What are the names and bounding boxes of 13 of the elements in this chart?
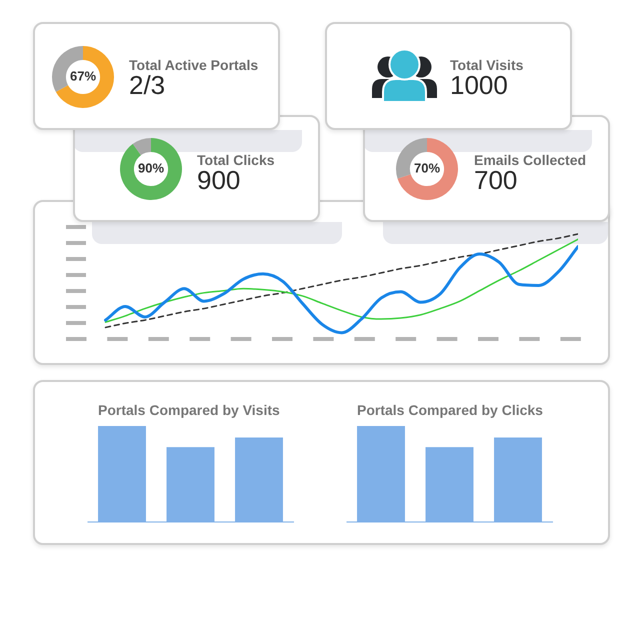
text: Total Clicks bbox=[197, 152, 275, 168]
text: 900 bbox=[197, 165, 240, 195]
text: 700 bbox=[474, 165, 518, 195]
chart-title: Portals Compared by Clicks bbox=[357, 402, 543, 418]
text: Total Active Portals bbox=[129, 57, 258, 73]
data-label: 67% bbox=[70, 68, 96, 84]
chart-title: Portals Compared by Visits bbox=[98, 402, 280, 418]
data-label: 90% bbox=[138, 160, 164, 176]
text: Emails Collected bbox=[474, 152, 586, 168]
text: 1000 bbox=[450, 70, 508, 100]
data-label: 70% bbox=[414, 160, 440, 176]
text: Total Visits bbox=[450, 57, 524, 73]
text: 2/3 bbox=[129, 70, 166, 100]
